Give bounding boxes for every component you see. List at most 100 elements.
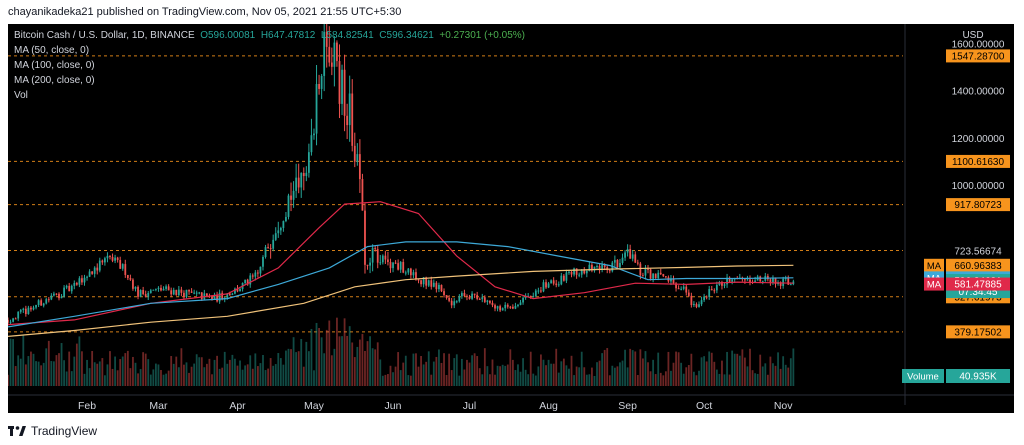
candle-body xyxy=(473,293,476,295)
volume-bar xyxy=(519,371,522,386)
candle-body xyxy=(613,260,616,263)
candle-body xyxy=(774,278,777,284)
candle-body xyxy=(55,293,58,295)
volume-bar xyxy=(231,354,234,386)
volume-bar xyxy=(147,359,150,386)
volume-bar xyxy=(557,372,560,386)
volume-bar xyxy=(489,374,491,386)
x-tick-label: Feb xyxy=(78,400,96,412)
legend-ma50[interactable]: MA (50, close, 0) xyxy=(14,45,90,56)
volume-bar xyxy=(50,361,53,386)
volume-bar xyxy=(639,349,642,386)
volume-bar xyxy=(476,356,479,386)
volume-bar xyxy=(494,374,496,386)
candle-body xyxy=(213,294,216,300)
volume-bar xyxy=(325,329,328,386)
volume-bar xyxy=(723,374,726,386)
candle-body xyxy=(772,278,774,283)
candle-body xyxy=(647,268,649,270)
candle-body xyxy=(705,296,708,298)
volume-bar xyxy=(440,362,443,386)
volume-bar xyxy=(22,335,25,386)
volume-bar xyxy=(35,361,37,386)
volume-bar xyxy=(290,349,292,386)
volume-bar xyxy=(777,352,779,386)
candle-body xyxy=(254,272,257,277)
volume-bar xyxy=(328,320,331,386)
candle-body xyxy=(476,294,479,299)
volume-bar xyxy=(744,357,746,386)
volume-bar xyxy=(88,368,91,386)
volume-bar xyxy=(695,375,698,386)
chart-background xyxy=(8,24,1014,413)
volume-bar xyxy=(664,371,667,386)
volume-bar xyxy=(93,362,96,386)
x-tick-label: Nov xyxy=(774,400,793,412)
candle-body xyxy=(580,270,583,275)
chart-panel[interactable]: Feb Mar Apr May Jun Jul Aug Sep Oct Nov USD 1600.0… xyxy=(8,24,1014,413)
volume-bar xyxy=(511,359,514,386)
volume-bar xyxy=(708,351,711,386)
price-chart[interactable]: Feb Mar Apr May Jun Jul Aug Sep Oct Nov USD1600.0… xyxy=(8,24,1014,413)
legend-ma100[interactable]: MA (100, close, 0) xyxy=(14,60,95,71)
volume-bar xyxy=(529,351,532,386)
candle-body xyxy=(287,195,290,217)
legend-volume[interactable]: Vol xyxy=(14,90,28,101)
volume-bar xyxy=(570,355,573,386)
candle-body xyxy=(264,247,267,257)
volume-bar xyxy=(601,353,604,386)
volume-bar xyxy=(690,353,693,386)
volume-bar xyxy=(63,360,65,386)
candle-body xyxy=(501,308,504,311)
volume-bar xyxy=(402,362,405,386)
candle-body xyxy=(320,75,323,89)
volume-bar xyxy=(12,339,14,386)
volume-bar xyxy=(527,374,530,386)
candle-body xyxy=(754,280,757,283)
volume-bar xyxy=(540,354,542,386)
volume-bar xyxy=(506,364,509,386)
candle-body xyxy=(330,62,333,67)
candle-body xyxy=(75,283,78,285)
volume-bar xyxy=(659,372,662,386)
volume-bar xyxy=(432,361,435,386)
volume-bar xyxy=(483,348,486,386)
legend-ma200[interactable]: MA (200, close, 0) xyxy=(14,75,95,86)
candle-body xyxy=(703,296,706,301)
candle-body xyxy=(642,275,644,277)
candle-body xyxy=(659,272,662,275)
volume-bar xyxy=(631,350,634,386)
candle-body xyxy=(183,292,185,298)
volume-bar xyxy=(165,373,167,386)
candle-body xyxy=(277,230,280,234)
candle-body xyxy=(262,256,264,267)
level-badge-label: 1100.61630 xyxy=(952,157,1005,168)
volume-value-label: 40.935K xyxy=(959,372,997,383)
volume-bar xyxy=(675,351,677,386)
candle-body xyxy=(228,293,231,295)
candle-body xyxy=(216,294,218,302)
volume-bar xyxy=(330,355,333,386)
volume-bar xyxy=(583,367,586,386)
volume-bar xyxy=(134,362,137,386)
candle-body xyxy=(466,295,468,297)
candle-body xyxy=(9,321,12,323)
volume-bar xyxy=(132,356,134,386)
candle-body xyxy=(24,308,27,315)
volume-bar xyxy=(435,356,438,386)
candle-body xyxy=(101,260,104,263)
candle-body xyxy=(297,177,300,188)
legend-low-label: L xyxy=(320,30,327,41)
volume-bar xyxy=(397,352,400,386)
candle-body xyxy=(601,264,604,270)
volume-bar xyxy=(381,375,384,386)
candle-body xyxy=(65,285,68,288)
volume-bar xyxy=(721,360,723,386)
candle-body xyxy=(415,272,417,280)
volume-bar xyxy=(613,367,616,386)
volume-bar xyxy=(96,363,99,386)
candle-body xyxy=(272,239,275,249)
moving-average-line xyxy=(8,264,794,337)
candle-body xyxy=(353,145,356,162)
volume-bar xyxy=(585,374,588,386)
